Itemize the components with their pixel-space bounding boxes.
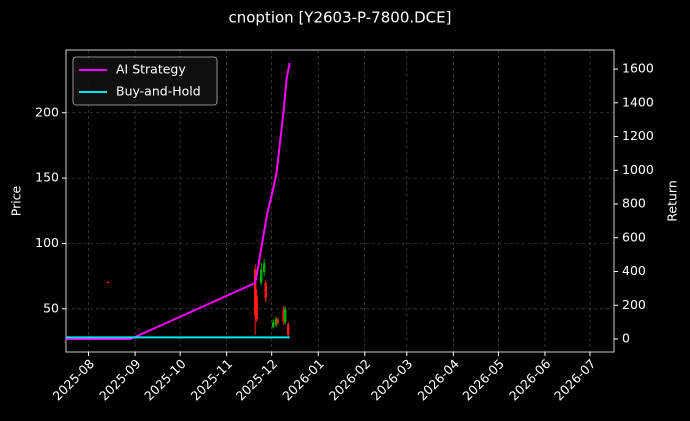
y2-axis-label: Return: [665, 180, 680, 221]
y2-tick-label: 1200: [622, 128, 654, 143]
y2-tick-label: 400: [622, 263, 646, 278]
y-tick-label: 200: [35, 104, 59, 119]
candle-body: [255, 295, 258, 320]
candle-body: [264, 282, 267, 299]
y-tick-label: 50: [43, 300, 59, 315]
candle-body: [287, 324, 290, 336]
candle-body: [282, 308, 285, 322]
y-tick-label: 150: [35, 170, 59, 185]
candle-body: [276, 319, 279, 324]
y-tick-label: 100: [35, 235, 59, 250]
candle-body: [284, 308, 287, 322]
return-line: [66, 62, 291, 341]
chart-title: cnoption [Y2603-P-7800.DCE]: [229, 9, 452, 27]
y-axis-label: Price: [9, 185, 24, 216]
plot-frame: [65, 49, 615, 353]
candle-body: [253, 269, 257, 316]
y2-tick-label: 0: [622, 331, 630, 346]
y2-tick-label: 1400: [622, 94, 654, 109]
candle-body: [106, 282, 110, 284]
y2-tick-label: 200: [622, 297, 646, 312]
legend-label: AI Strategy: [116, 62, 186, 77]
legend-box: [72, 56, 218, 106]
candle-body: [259, 269, 263, 283]
candle-body: [271, 321, 275, 328]
legend-label: Buy-and-Hold: [116, 84, 201, 99]
y2-tick-label: 600: [622, 229, 646, 244]
candle-body: [274, 319, 278, 325]
y2-tick-label: 1600: [622, 61, 654, 76]
candle-body: [262, 263, 266, 273]
y2-tick-label: 800: [622, 196, 646, 211]
y2-tick-label: 1000: [622, 162, 654, 177]
